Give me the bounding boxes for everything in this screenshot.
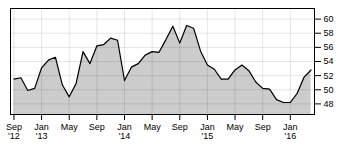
svg-text:Sep: Sep: [89, 122, 105, 132]
svg-text:Jan'16: Jan'16: [283, 122, 298, 141]
svg-text:48: 48: [324, 99, 334, 109]
svg-text:Sep: Sep: [172, 122, 188, 132]
svg-text:Sep: Sep: [255, 122, 271, 132]
svg-text:56: 56: [324, 42, 334, 52]
svg-text:60: 60: [324, 14, 334, 24]
svg-text:May: May: [61, 122, 79, 132]
svg-text:52: 52: [324, 71, 334, 81]
svg-text:Jan'15: Jan'15: [200, 122, 215, 141]
svg-text:58: 58: [324, 28, 334, 38]
svg-text:54: 54: [324, 56, 334, 66]
svg-text:May: May: [144, 122, 162, 132]
svg-text:Jan'14: Jan'14: [117, 122, 132, 141]
svg-text:Sep'12: Sep'12: [6, 122, 22, 141]
svg-text:50: 50: [324, 85, 334, 95]
svg-text:Jan'13: Jan'13: [34, 122, 49, 141]
svg-text:May: May: [227, 122, 245, 132]
